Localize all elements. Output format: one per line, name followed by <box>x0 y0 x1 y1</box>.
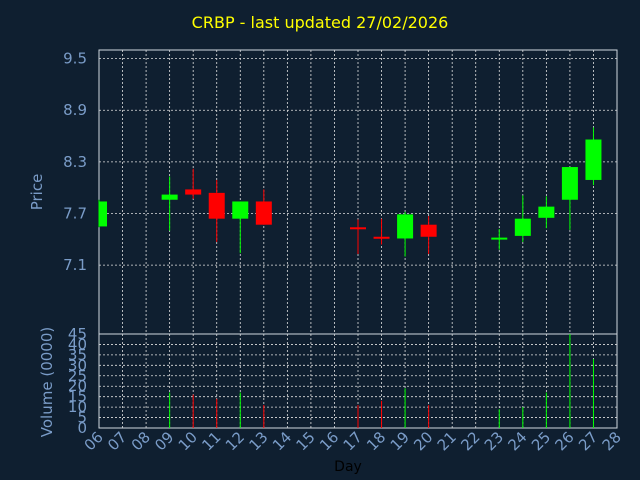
price-tick-label: 9.5 <box>63 50 87 68</box>
x-tick-label: 24 <box>504 428 530 454</box>
x-tick-label: 21 <box>434 428 460 454</box>
volume-tick-label: 45 <box>68 325 87 343</box>
candle-body <box>420 224 437 237</box>
volume-tick-label: 25 <box>68 367 87 385</box>
x-tick-label: 10 <box>175 428 201 454</box>
volume-tick-label: 35 <box>68 346 87 364</box>
candle-body <box>397 214 414 239</box>
candle-body <box>585 139 602 180</box>
x-tick-label: 14 <box>269 428 295 454</box>
candle-body <box>185 189 202 195</box>
candle-body <box>538 206 555 218</box>
x-tick-label: 09 <box>151 428 177 454</box>
volume-tick-label: 20 <box>68 377 87 395</box>
volume-tick-label: 5 <box>77 409 87 427</box>
price-tick-label: 8.3 <box>63 153 87 171</box>
price-axis-label: Price <box>28 174 46 211</box>
x-tick-label: 20 <box>410 428 436 454</box>
candle-body <box>208 192 225 219</box>
x-tick-label: 23 <box>481 428 507 454</box>
x-tick-label: 13 <box>245 428 271 454</box>
x-tick-label: 25 <box>528 428 554 454</box>
candle-body <box>99 201 107 227</box>
x-tick-label: 11 <box>198 428 224 454</box>
x-tick-label: 28 <box>599 428 625 454</box>
chart-title: CRBP - last updated 27/02/2026 <box>191 13 449 32</box>
volume-tick-label: 30 <box>68 356 87 374</box>
x-tick-label: 12 <box>222 428 248 454</box>
x-tick-label: 18 <box>363 428 389 454</box>
x-tick-label: 27 <box>575 428 601 454</box>
candle-body <box>373 236 390 239</box>
volume-axis-label: Volume (0000) <box>38 327 56 437</box>
volume-tick-label: 0 <box>77 419 87 437</box>
price-tick-label: 7.1 <box>63 256 87 274</box>
candle-body <box>561 167 578 200</box>
x-tick-label: 17 <box>340 428 366 454</box>
candle-body <box>491 237 508 240</box>
candle-body <box>161 194 178 200</box>
volume-tick-label: 10 <box>68 398 87 416</box>
x-tick-label: 26 <box>552 428 578 454</box>
x-tick-label: 07 <box>104 428 130 454</box>
candle-body <box>232 201 249 219</box>
volume-tick-label: 40 <box>68 335 87 353</box>
x-tick-label: 08 <box>128 428 154 454</box>
price-tick-label: 7.7 <box>63 205 87 223</box>
volume-tick-label: 15 <box>68 388 87 406</box>
x-tick-label: 19 <box>387 428 413 454</box>
price-tick-label: 8.9 <box>63 101 87 119</box>
x-tick-label: 16 <box>316 428 342 454</box>
x-tick-label: 22 <box>457 428 483 454</box>
candle-body <box>255 201 272 225</box>
candle-body <box>514 218 531 236</box>
candle-body <box>350 227 366 230</box>
x-axis-label: Day <box>334 459 362 475</box>
x-tick-label: 15 <box>293 428 319 454</box>
